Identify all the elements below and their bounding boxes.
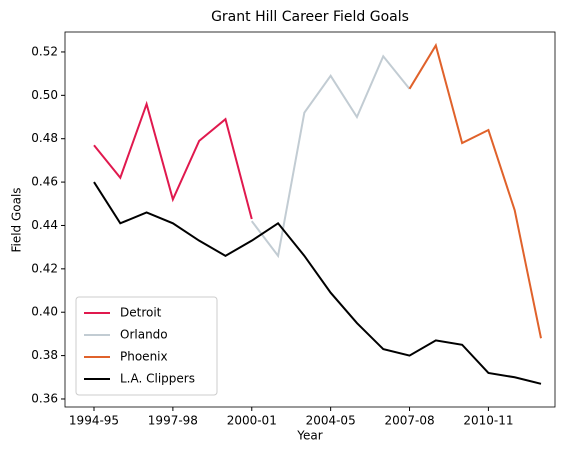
plot-frame [64, 31, 556, 408]
y-tick-label: 0.38 [31, 348, 58, 362]
x-tick-label: 1997-98 [148, 414, 198, 428]
y-tick-label: 0.42 [31, 261, 58, 275]
legend-box [75, 296, 218, 396]
x-axis-label: Year [296, 429, 322, 443]
series-line [408, 42, 542, 339]
x-tick-label: 1994-95 [69, 414, 119, 428]
series-line [93, 181, 542, 385]
legend-label: Detroit [120, 306, 162, 320]
y-tick-label: 0.52 [31, 44, 58, 58]
y-tick-label: 0.40 [31, 305, 58, 319]
y-axis-label: Field Goals [10, 187, 24, 252]
legend-label: L.A. Clippers [120, 372, 195, 386]
series-line [250, 54, 411, 259]
x-tick-label: 2007-08 [384, 414, 434, 428]
y-tick-label: 0.36 [31, 391, 58, 405]
legend-label: Phoenix [120, 350, 168, 364]
chart-title: Grant Hill Career Field Goals [211, 9, 409, 25]
y-tick-label: 0.44 [31, 218, 58, 232]
x-tick-label: 2010-11 [463, 414, 513, 428]
y-tick-label: 0.46 [31, 175, 58, 189]
y-tick-label: 0.48 [31, 131, 58, 145]
x-tick-label: 2000-01 [227, 414, 277, 428]
y-tick-label: 0.50 [31, 88, 58, 102]
series-line [93, 100, 253, 220]
legend-label: Orlando [120, 328, 168, 342]
x-tick-label: 2004-05 [306, 414, 356, 428]
